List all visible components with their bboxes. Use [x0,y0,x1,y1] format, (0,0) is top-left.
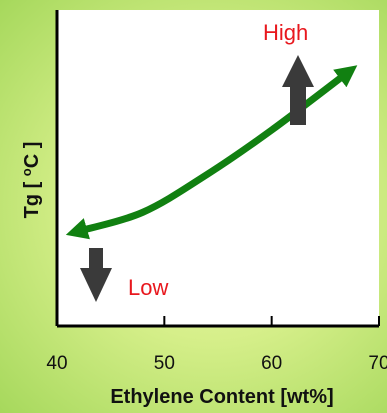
high-annotation: High [263,20,308,45]
y-axis-label-suffix: C ] [21,142,43,169]
x-ticks: 40 50 60 70 [46,316,387,374]
x-tick-label-50: 50 [154,353,175,374]
y-axis-label: Tg [ oC ] [19,142,44,219]
x-axis-label: Ethylene Content [wt%] [110,386,333,408]
up-arrow-icon [282,55,314,125]
x-tick-label-60: 60 [261,353,282,374]
y-axis-label-sup: o [19,168,34,176]
x-tick-label-70: 70 [368,353,387,374]
x-tick-label-40: 40 [46,353,67,374]
low-annotation: Low [128,275,168,300]
down-arrow-icon [80,248,112,302]
y-axis-label-prefix: Tg [ [21,176,43,218]
